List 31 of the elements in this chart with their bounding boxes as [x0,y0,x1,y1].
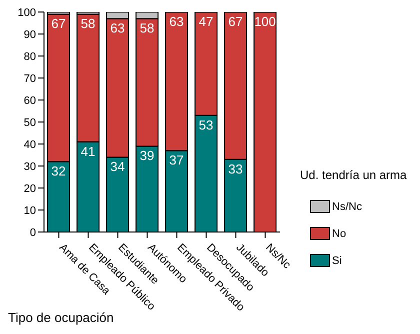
y-tick-label: 90 [24,28,36,41]
y-tick-label: 100 [18,6,36,19]
data-label: 100 [254,14,276,29]
data-label: 58 [80,16,96,32]
data-label: 41 [80,144,96,159]
data-label: 53 [198,117,214,132]
y-tick-label: 20 [24,182,36,195]
y-tick-label: 0 [30,226,36,239]
data-label: 67 [228,14,243,29]
data-label: 37 [169,152,184,168]
data-label: 39 [140,148,154,164]
y-tick-label: 10 [24,204,36,217]
y-tick-label: 40 [24,138,36,151]
data-label: 34 [110,159,125,174]
data-label: 33 [228,161,243,176]
y-tick-label: 60 [24,94,36,107]
legend-title: Ud. tendría un arma [300,168,407,182]
data-label: 58 [140,20,154,36]
y-tick-label: 30 [24,160,36,173]
data-label: 63 [110,20,125,36]
y-tick-label: 80 [24,50,36,63]
y-tick-label: 50 [24,116,36,129]
x-axis-title: Tipo de ocupación [8,310,114,325]
y-tick-label: 70 [24,72,36,85]
data-label: 63 [169,14,184,29]
legend-label: Si [332,254,342,266]
data-label: 32 [51,164,66,179]
legend-label: No [332,228,346,240]
data-label: 47 [198,14,214,29]
legend-label: Ns/Nc [332,200,362,212]
data-label: 67 [51,16,66,32]
